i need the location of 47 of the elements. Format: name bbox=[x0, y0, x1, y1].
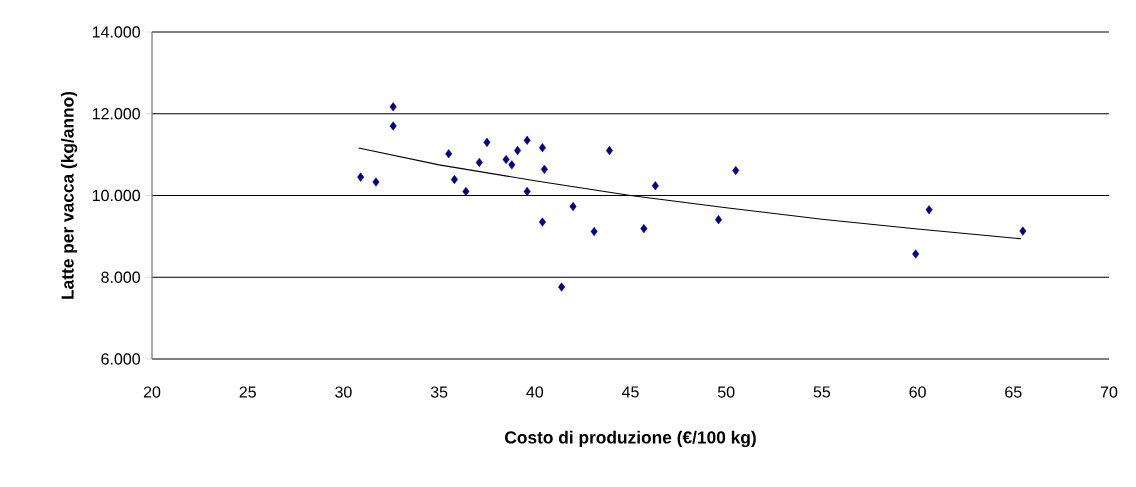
x-tick-label: 25 bbox=[239, 386, 256, 398]
x-tick-label: 70 bbox=[1100, 386, 1118, 398]
y-tick-label: 6.000 bbox=[101, 353, 140, 365]
point bbox=[462, 186, 470, 196]
point bbox=[569, 202, 577, 212]
x-tick-label: 65 bbox=[1005, 386, 1022, 398]
x-axis-title: Costo di produzione (€/100 kg) bbox=[505, 430, 756, 448]
y-tick-label: 10.000 bbox=[92, 189, 140, 202]
point bbox=[389, 102, 397, 112]
point bbox=[1019, 226, 1027, 236]
point bbox=[912, 249, 920, 259]
point bbox=[925, 205, 933, 215]
point bbox=[558, 282, 566, 292]
line-series bbox=[358, 147, 1022, 240]
point bbox=[450, 175, 458, 185]
point bbox=[372, 177, 380, 187]
y-tick-label: 12.000 bbox=[92, 108, 140, 120]
x-tick-label: 50 bbox=[717, 386, 735, 398]
point bbox=[389, 121, 397, 131]
point bbox=[538, 217, 546, 227]
point bbox=[605, 146, 613, 156]
point bbox=[445, 149, 453, 159]
point bbox=[590, 226, 598, 237]
x-tick-label: 20 bbox=[143, 386, 161, 398]
y-tick-label: 8.000 bbox=[101, 271, 140, 283]
x-tick-label: 55 bbox=[813, 386, 831, 398]
point bbox=[483, 137, 491, 147]
point bbox=[357, 172, 365, 182]
x-tick-label: 45 bbox=[621, 386, 639, 398]
y-axis-title: Latte per vacca (kg/anno) bbox=[60, 91, 78, 299]
point bbox=[475, 157, 483, 167]
point bbox=[502, 155, 510, 165]
point bbox=[651, 181, 659, 191]
point bbox=[508, 160, 516, 170]
point bbox=[640, 224, 648, 234]
point bbox=[523, 186, 531, 196]
x-tick-label: 35 bbox=[430, 386, 448, 398]
x-tick-label: 60 bbox=[909, 386, 926, 398]
point bbox=[538, 143, 546, 153]
point bbox=[523, 135, 531, 145]
point bbox=[514, 146, 522, 156]
point bbox=[732, 166, 740, 176]
point bbox=[715, 215, 723, 225]
x-tick-label: 30 bbox=[335, 386, 352, 398]
point bbox=[540, 164, 548, 174]
y-tick-label: 14.000 bbox=[92, 26, 140, 38]
x-tick-label: 40 bbox=[526, 386, 544, 398]
